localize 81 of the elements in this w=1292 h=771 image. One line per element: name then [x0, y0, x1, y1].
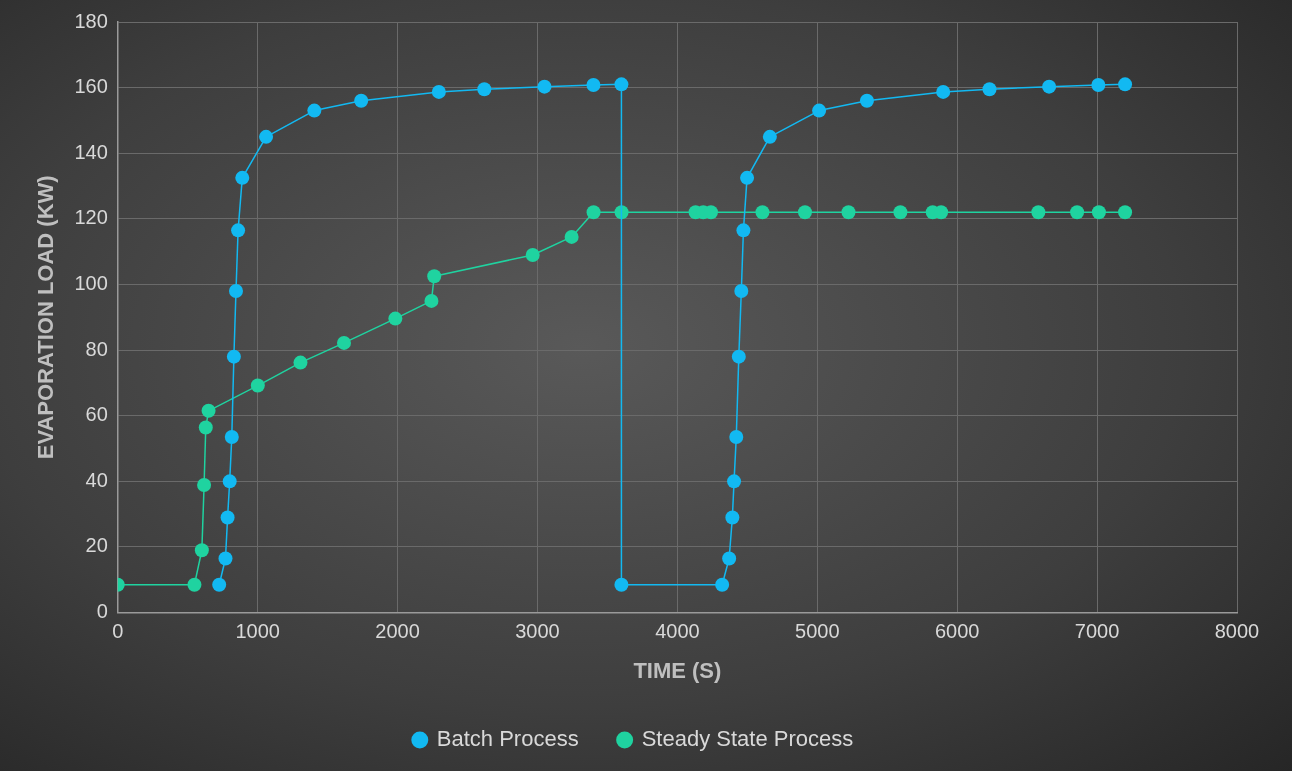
- point: [740, 170, 755, 185]
- point: [198, 420, 213, 435]
- point: [936, 84, 951, 99]
- x-tick-label: 8000: [1214, 620, 1260, 643]
- point: [431, 84, 446, 99]
- point: [1118, 205, 1133, 220]
- point: [537, 79, 552, 94]
- x-axis-title: TIME (S): [633, 657, 722, 683]
- y-tick-label: 40: [85, 468, 108, 491]
- x-tick-label: 0: [112, 620, 124, 643]
- point: [250, 378, 265, 393]
- y-tick-label: 60: [85, 403, 108, 426]
- point: [614, 77, 629, 92]
- point: [220, 510, 235, 525]
- point: [235, 170, 250, 185]
- point: [307, 103, 322, 118]
- point: [893, 205, 908, 220]
- point: [1031, 205, 1046, 220]
- y-tick-label: 160: [74, 75, 108, 98]
- y-tick-label: 80: [85, 337, 108, 360]
- point: [228, 284, 243, 299]
- point: [1091, 78, 1106, 92]
- point: [226, 349, 241, 364]
- point: [564, 229, 579, 244]
- point: [427, 269, 442, 284]
- point: [725, 510, 740, 525]
- point: [614, 577, 629, 592]
- point: [982, 82, 997, 97]
- point: [187, 577, 202, 592]
- y-tick-label: 0: [96, 600, 108, 623]
- x-tick-label: 1000: [235, 620, 280, 643]
- point: [212, 577, 227, 592]
- point: [336, 335, 351, 350]
- y-tick-label: 20: [85, 534, 108, 557]
- x-tick-label: 3000: [515, 620, 560, 643]
- point: [715, 577, 730, 592]
- point: [755, 205, 770, 220]
- point: [727, 474, 742, 489]
- point: [729, 430, 744, 445]
- point: [1091, 205, 1106, 220]
- point: [222, 474, 237, 489]
- y-tick-label: 180: [74, 9, 108, 32]
- point: [194, 543, 209, 558]
- point: [722, 551, 737, 566]
- y-tick-label: 120: [74, 206, 108, 229]
- point: [388, 311, 403, 326]
- point: [859, 93, 874, 108]
- point: [812, 103, 827, 118]
- point: [201, 403, 216, 418]
- point: [197, 477, 212, 492]
- point: [731, 349, 746, 364]
- point: [477, 82, 492, 97]
- point: [934, 205, 949, 220]
- y-axis-title: EVAPORATION LOAD (KW): [33, 175, 59, 460]
- point: [1070, 205, 1085, 220]
- point: [841, 205, 856, 220]
- point: [586, 205, 601, 220]
- point: [525, 247, 540, 262]
- y-tick-label: 100: [74, 272, 108, 294]
- y-tick-label: 140: [74, 140, 108, 163]
- point: [1118, 77, 1133, 92]
- legend-label: Steady State Process: [641, 726, 854, 752]
- point: [293, 355, 308, 370]
- point: [762, 129, 777, 144]
- point: [736, 223, 751, 238]
- x-tick-label: 2000: [375, 620, 420, 643]
- x-tick-label: 6000: [934, 620, 980, 643]
- point: [354, 93, 369, 108]
- point: [218, 551, 233, 566]
- point: [734, 284, 749, 299]
- x-tick-label: 4000: [655, 620, 700, 643]
- point: [797, 205, 812, 220]
- x-tick-label: 5000: [795, 620, 840, 643]
- point: [224, 430, 239, 445]
- point: [259, 129, 274, 144]
- point: [586, 78, 601, 92]
- legend-label: Batch Process: [436, 726, 579, 752]
- point: [231, 223, 246, 238]
- point: [424, 293, 439, 308]
- x-tick-label: 7000: [1074, 620, 1120, 643]
- point: [1042, 79, 1057, 94]
